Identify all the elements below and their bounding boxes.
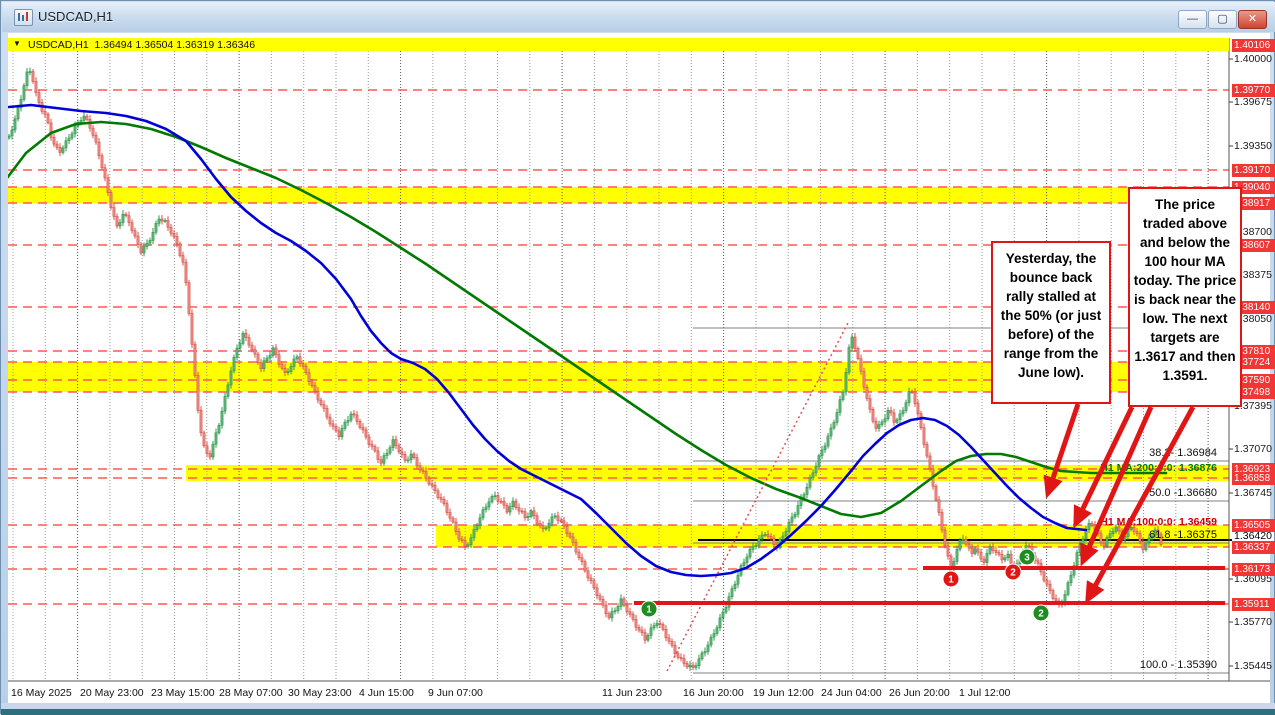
time-axis-label: 23 May 15:00 xyxy=(151,687,215,699)
price-level-badge: 1.39770 xyxy=(1232,83,1275,97)
candles-layer xyxy=(8,67,1163,671)
time-axis-label: 16 May 2025 xyxy=(11,687,72,699)
time-axis-label: 16 Jun 20:00 xyxy=(683,687,744,699)
fib-level-label: 38.2- 1.36984 xyxy=(1149,447,1217,459)
price-level-badge: 1.40106 xyxy=(1232,38,1275,52)
close-button[interactable]: ✕ xyxy=(1238,10,1267,29)
price-level-badge: 1.39170 xyxy=(1232,163,1275,177)
maximize-button[interactable]: ▢ xyxy=(1208,10,1237,29)
time-axis-label: 28 May 07:00 xyxy=(219,687,283,699)
svg-text:3: 3 xyxy=(1024,553,1030,564)
price-current-label: 1.36420 xyxy=(1232,530,1274,542)
dashed-levels-layer xyxy=(8,43,1229,605)
time-axis-label: 30 May 23:00 xyxy=(288,687,352,699)
dotted-trendline xyxy=(666,320,850,672)
time-axis-label: 9 Jun 07:00 xyxy=(428,687,483,699)
ma-value-label: H1 MA:200:0:0: 1.36876 xyxy=(1100,462,1217,474)
support-resistance-band xyxy=(436,525,1229,547)
chart-window-icon xyxy=(14,9,33,26)
price-level-badge: 1.37590 xyxy=(1232,373,1275,387)
annotation-box-rally-stall[interactable]: Yesterday, the bounce back rally stalled… xyxy=(991,241,1111,404)
price-grid-label: 1.36745 xyxy=(1234,487,1272,499)
price-grid-label: 1.37395 xyxy=(1234,400,1272,412)
fib-level-label: 61.8 -1.36375 xyxy=(1149,529,1217,541)
window-frame-bottom xyxy=(1,703,1275,709)
svg-text:2: 2 xyxy=(1038,609,1044,620)
price-level-badge: 1.36337 xyxy=(1232,540,1275,554)
numbered-marker: 1 xyxy=(942,570,960,588)
ma-value-label: H1 MA:100:0:0: 1.36459 xyxy=(1100,516,1217,528)
svg-text:1: 1 xyxy=(646,605,652,616)
quote-strip xyxy=(8,38,1229,51)
svg-text:1: 1 xyxy=(948,575,954,586)
price-level-badge: 1.36858 xyxy=(1232,471,1275,485)
time-axis-label: 24 Jun 04:00 xyxy=(821,687,882,699)
price-level-badge: 1.38140 xyxy=(1232,300,1275,314)
price-level-badge: 1.35911 xyxy=(1232,597,1275,611)
price-level-badge: 1.39040 xyxy=(1232,180,1275,194)
price-level-badge: 1.36505 xyxy=(1232,518,1275,532)
price-grid-label: 1.38700 xyxy=(1234,226,1272,238)
minimize-button[interactable]: — xyxy=(1178,10,1207,29)
window-frame-edge xyxy=(1,709,1275,715)
numbered-marker: 1 xyxy=(640,600,658,618)
numbered-marker: 3 xyxy=(1018,548,1036,566)
price-level-badge: 1.36173 xyxy=(1232,562,1275,576)
price-grid-label: 1.35770 xyxy=(1234,616,1272,628)
price-grid-label: 1.38050 xyxy=(1234,313,1272,325)
dropdown-triangle-icon[interactable]: ▼ xyxy=(13,39,21,48)
time-axis-label: 20 May 23:00 xyxy=(80,687,144,699)
price-grid-label: 1.36095 xyxy=(1234,573,1272,585)
fib-level-label: 50.0 -1.36680 xyxy=(1149,487,1217,499)
price-level-badge: 1.38917 xyxy=(1232,196,1275,210)
price-level-badge: 1.37498 xyxy=(1232,385,1275,399)
time-axis-label: 19 Jun 12:00 xyxy=(753,687,814,699)
price-grid-label: 1.39350 xyxy=(1234,140,1272,152)
price-grid-label: 1.37070 xyxy=(1234,443,1272,455)
annotation-box-ma-targets[interactable]: The price traded above and below the 100… xyxy=(1128,187,1242,407)
price-grid-label: 1.35445 xyxy=(1234,660,1272,672)
quote-ohlc-text: USDCAD,H1 1.36494 1.36504 1.36319 1.3634… xyxy=(28,39,256,51)
price-level-badge: 1.38607 xyxy=(1232,238,1275,252)
window-title: USDCAD,H1 xyxy=(38,9,114,24)
time-axis-label: 1 Jul 12:00 xyxy=(959,687,1011,699)
time-axis-label: 11 Jun 23:00 xyxy=(602,687,662,699)
time-axis-label: 4 Jun 15:00 xyxy=(359,687,414,699)
fib-level-label: 100.0 - 1.35390 xyxy=(1139,659,1217,671)
price-level-badge: 1.37724 xyxy=(1232,355,1275,369)
numbered-marker: 2 xyxy=(1032,604,1050,622)
price-level-badge: 1.37810 xyxy=(1232,344,1275,358)
support-resistance-band xyxy=(8,187,1229,203)
title-bar[interactable]: USDCAD,H1 — ▢ ✕ xyxy=(2,2,1275,32)
numbered-marker: 2 xyxy=(1004,563,1022,581)
time-axis-label: 26 Jun 20:00 xyxy=(889,687,950,699)
price-grid-label: 1.39675 xyxy=(1234,96,1272,108)
svg-text:2: 2 xyxy=(1010,568,1016,579)
price-grid-label: 1.40000 xyxy=(1234,53,1272,65)
price-grid-label: 1.38375 xyxy=(1234,269,1272,281)
